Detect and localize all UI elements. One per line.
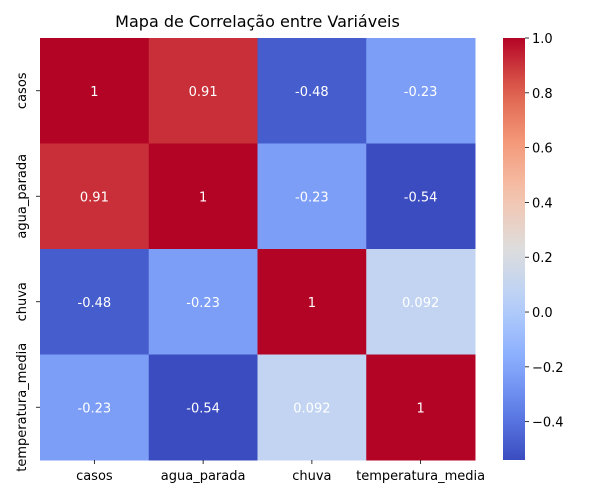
heatmap-cell — [257, 354, 367, 461]
heatmap-cell — [257, 38, 367, 144]
y-tick-label: agua_parada — [15, 154, 30, 239]
colorbar-tick-label: −0.2 — [532, 361, 564, 376]
cell-value-label: -0.23 — [404, 85, 438, 100]
heatmap-cell — [40, 249, 150, 355]
cell-value-label: -0.23 — [78, 401, 112, 416]
x-axis: casos agua_parada chuva temperatura_media — [76, 460, 485, 484]
heatmap-cell — [40, 143, 150, 250]
y-tick-label: casos — [15, 72, 30, 109]
heatmap-cell — [40, 38, 150, 144]
colorbar-tick-label: 1.0 — [532, 32, 553, 47]
colorbar: −0.4 −0.2 0.0 0.2 0.4 0.6 0.8 1.0 — [503, 32, 564, 460]
colorbar-tick-label: 0.2 — [532, 251, 553, 266]
colorbar-gradient — [503, 38, 525, 460]
cell-value-label: -0.48 — [78, 296, 112, 311]
x-tick-label: temperatura_media — [356, 469, 485, 484]
cell-value-label: -0.54 — [186, 401, 220, 416]
heatmap-cell — [40, 354, 150, 461]
heatmap-cell — [148, 143, 258, 250]
colorbar-tick-label: 0.8 — [532, 87, 553, 102]
cell-value-label: 0.092 — [402, 296, 439, 311]
cell-value-label: -0.23 — [186, 296, 220, 311]
y-tick-label: temperatura_media — [15, 343, 30, 472]
heatmap-cell — [148, 354, 258, 461]
y-tick-label: chuva — [15, 282, 30, 321]
heatmap-cell — [148, 38, 258, 144]
cell-value-label: 1 — [199, 190, 207, 205]
heatmap-cell — [148, 249, 258, 355]
cell-value-label: 1 — [90, 85, 98, 100]
x-tick-label: casos — [76, 469, 113, 484]
x-tick-label: chuva — [292, 469, 331, 484]
heatmap-cells — [40, 38, 476, 461]
cell-value-label: 0.91 — [189, 85, 218, 100]
cell-value-label: 1 — [308, 296, 316, 311]
colorbar-tick-label: 0.6 — [532, 142, 553, 157]
heatmap-cell — [366, 249, 476, 355]
cell-value-label: -0.54 — [404, 190, 438, 205]
heatmap-cell — [257, 249, 367, 355]
x-tick-label: agua_parada — [161, 469, 246, 484]
cell-value-label: -0.23 — [295, 190, 329, 205]
heatmap-cell — [366, 354, 476, 461]
colorbar-tick-label: −0.4 — [532, 416, 564, 431]
colorbar-tick-label: 0.0 — [532, 306, 553, 321]
cell-value-label: 0.91 — [80, 190, 109, 205]
cell-value-label: 0.092 — [293, 401, 330, 416]
heatmap-cell — [366, 38, 476, 144]
heatmap-cell-labels: 1 0.91 -0.48 -0.23 0.91 1 -0.23 -0.54 -0.48 -0.23… — [78, 85, 440, 417]
heatmap-cell — [257, 143, 367, 250]
heatmap-cell — [366, 143, 476, 250]
chart-title: Mapa de Correlação entre Variáveis — [115, 12, 400, 31]
cell-value-label: -0.48 — [295, 85, 329, 100]
cell-value-label: 1 — [416, 401, 424, 416]
colorbar-tick-label: 0.4 — [532, 196, 553, 211]
